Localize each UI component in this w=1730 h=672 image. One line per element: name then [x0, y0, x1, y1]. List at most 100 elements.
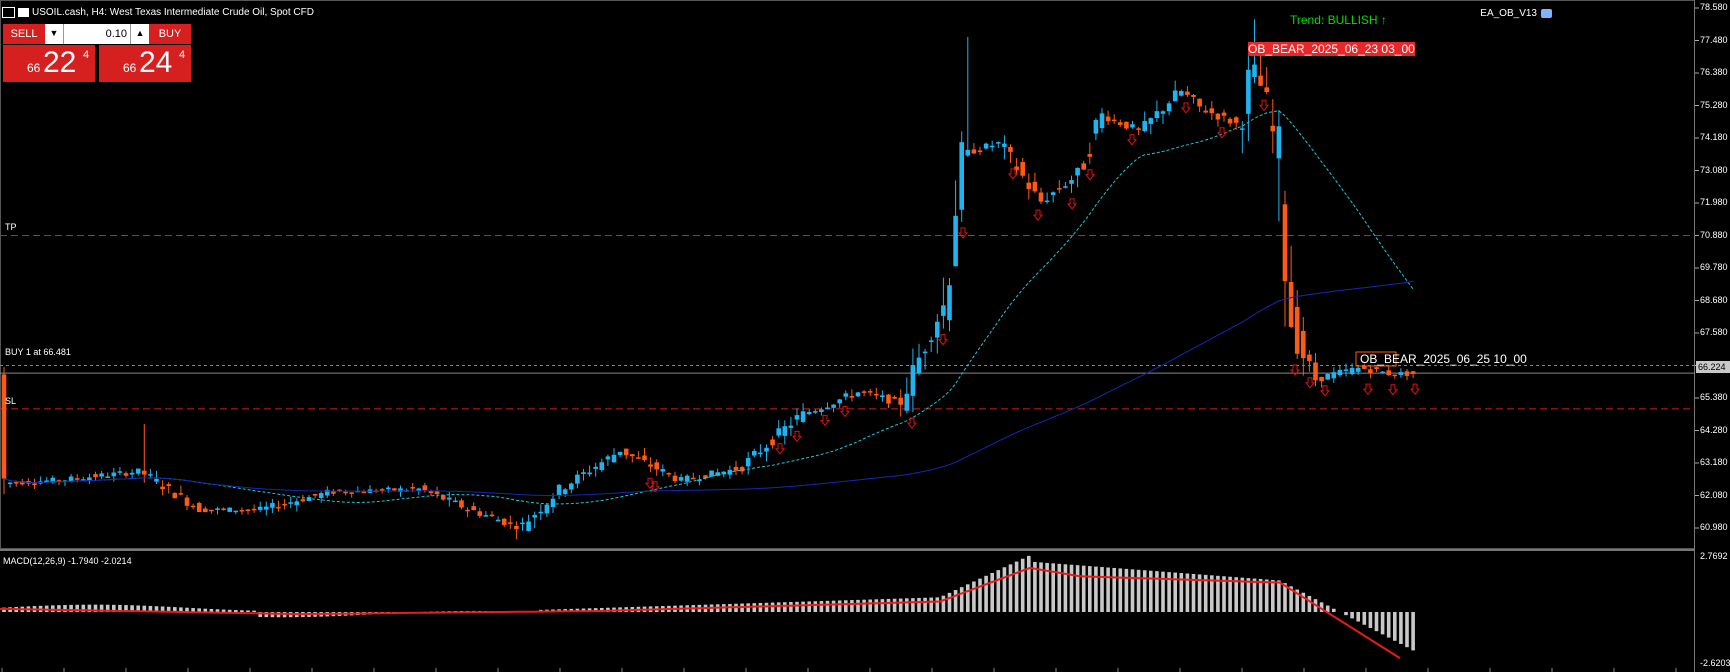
candle-body: [501, 518, 507, 525]
candle-body: [74, 478, 80, 480]
expert-advisor-label[interactable]: EA_OB_V13: [1480, 8, 1552, 19]
candle-body: [1087, 154, 1093, 157]
macd-histogram-bar: [57, 605, 61, 612]
price-tick-label: 65.380: [1700, 392, 1728, 402]
candle-body: [50, 477, 56, 483]
sell-quote[interactable]: 66 22 4: [3, 45, 95, 82]
macd-histogram-bar: [1179, 573, 1184, 612]
price-tick-label: 76.380: [1700, 67, 1728, 77]
candle-body: [1294, 306, 1300, 354]
candle-body: [782, 426, 788, 436]
candle-body: [1191, 95, 1196, 97]
lot-decrease-icon[interactable]: ▼: [45, 24, 64, 44]
candle-body: [337, 489, 342, 492]
sell-arrow-icon: [1362, 383, 1374, 395]
candle-body: [270, 503, 275, 508]
macd-histogram-bar: [1118, 568, 1123, 612]
macd-histogram-bar: [972, 581, 976, 612]
candle-body: [13, 482, 19, 484]
candle-body: [1264, 87, 1269, 93]
lot-increase-icon[interactable]: ▲: [130, 24, 149, 44]
price-pane-frame: [0, 0, 1695, 549]
buy-button[interactable]: BUY: [149, 24, 191, 44]
macd-histogram-bar: [905, 598, 909, 612]
macd-histogram-bar: [874, 599, 879, 612]
macd-histogram-bar: [1277, 580, 1281, 612]
candle-body: [947, 285, 952, 321]
candle-body: [941, 305, 946, 316]
candle-body: [154, 478, 159, 482]
candle-body: [1063, 186, 1068, 188]
candle-body: [1172, 90, 1178, 102]
candle-body: [282, 503, 287, 506]
macd-histogram-bar: [105, 604, 110, 612]
macd-histogram-bar: [941, 595, 946, 612]
macd-histogram-bar: [1246, 578, 1251, 612]
candle-body: [239, 510, 245, 512]
price-tick-label: 78.580: [1700, 2, 1728, 12]
candle-body: [1014, 166, 1019, 171]
price-tick-label: 70.880: [1700, 229, 1728, 240]
candle-body: [843, 393, 849, 397]
candle-body: [855, 392, 861, 397]
candle-body: [520, 522, 525, 525]
candle-body: [813, 411, 818, 413]
trend-indicator: Trend: BULLISH ↑: [1290, 13, 1387, 27]
sell-arrow-icon: [1319, 385, 1331, 397]
candle-body: [514, 525, 519, 530]
macd-histogram-bar: [935, 597, 940, 612]
candle-body: [1185, 91, 1190, 95]
candle-body: [178, 493, 184, 495]
candle-body: [1215, 113, 1221, 120]
fast-moving-average: [3, 110, 1414, 505]
macd-histogram-bar: [978, 578, 982, 612]
macd-histogram-bar: [990, 572, 994, 612]
macd-histogram-bar: [209, 608, 214, 612]
candle-body: [1325, 374, 1330, 380]
lot-size-field[interactable]: ▼ 0.10 ▲: [45, 24, 149, 44]
candle-body: [989, 145, 995, 148]
candle-body: [105, 476, 110, 478]
candle-body: [1099, 113, 1105, 129]
macd-histogram-bar: [996, 570, 1001, 612]
macd-histogram-bar: [1155, 571, 1159, 612]
candle-body: [703, 475, 708, 479]
buy-quote-sup: 4: [179, 49, 186, 61]
macd-histogram-bar: [130, 605, 134, 612]
macd-histogram-bar: [844, 600, 848, 612]
candle-body: [1166, 103, 1172, 112]
macd-histogram-bar: [813, 601, 818, 612]
sell-button[interactable]: SELL: [3, 24, 45, 44]
lot-size-value[interactable]: 0.10: [105, 28, 127, 40]
candle-body: [483, 515, 489, 517]
macd-histogram-bar: [868, 599, 872, 612]
macd-histogram-bar: [1173, 572, 1177, 612]
macd-histogram-bar: [1222, 576, 1226, 612]
expert-hat-icon[interactable]: [1541, 9, 1552, 18]
buy-quote[interactable]: 66 24 4: [99, 45, 191, 82]
chart-title: USOIL.cash, H4: West Texas Intermediate …: [32, 7, 314, 18]
candle-body: [1301, 330, 1306, 359]
macd-histogram-bar: [917, 597, 921, 612]
candle-body: [81, 479, 86, 481]
candle-body: [1349, 368, 1355, 375]
macd-histogram-bar: [825, 600, 830, 612]
candle-body: [623, 448, 629, 456]
order-block-zone: [1355, 351, 1397, 367]
candle-body: [1374, 367, 1379, 370]
candle-body: [977, 150, 983, 152]
macd-histogram-bar: [1344, 612, 1348, 616]
candle-body: [1130, 124, 1135, 128]
macd-histogram-bar: [953, 590, 958, 612]
macd-histogram-bar: [1100, 567, 1104, 612]
candle-body: [1246, 69, 1251, 114]
macd-histogram-bar: [1368, 612, 1373, 628]
candle-body: [1313, 362, 1318, 381]
price-tick-label: 60.980: [1700, 522, 1728, 532]
candle-body: [7, 482, 13, 485]
candle-body: [1331, 372, 1337, 379]
macd-histogram-bar: [1112, 567, 1116, 612]
macd-histogram-bar: [191, 608, 195, 612]
